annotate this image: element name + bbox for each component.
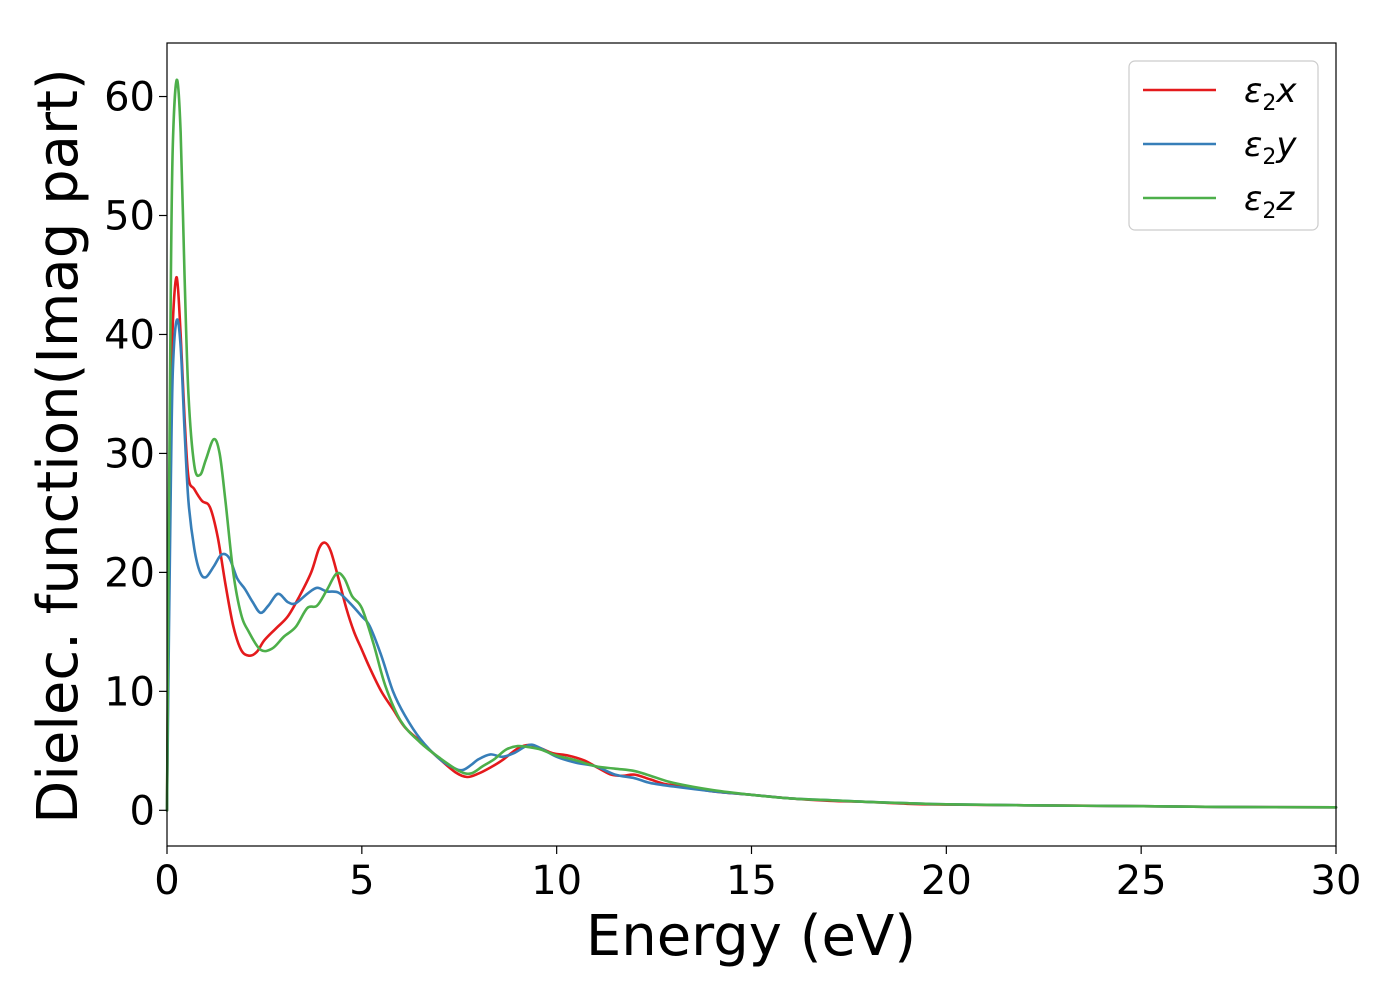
y-tick-label: 20 [104,550,155,596]
x-axis-ticks: 0 5 10 15 20 25 30 [154,846,1361,904]
legend: ε2x ε2y ε2z [1128,60,1319,231]
x-tick-label: 25 [1116,858,1167,904]
legend-box [1128,60,1319,231]
legend-label-x: ε2x [1244,71,1297,116]
legend-items: ε2x ε2y ε2z [1143,71,1297,224]
x-axis-label: Energy (eV) [586,904,916,969]
y-tick-label: 10 [104,669,155,715]
y-tick-label: 40 [104,312,155,358]
y-axis-label: Dielec. function(Imag part) [26,68,91,824]
y-tick-label: 50 [104,193,155,239]
y-tick-label: 30 [104,431,155,477]
x-tick-label: 15 [726,858,777,904]
legend-label-y: ε2y [1244,125,1297,170]
x-tick-label: 10 [531,858,582,904]
y-tick-label: 0 [130,788,155,834]
y-axis-ticks: 0 10 20 30 40 50 60 [104,75,167,834]
x-tick-label: 20 [921,858,972,904]
x-tick-label: 30 [1311,858,1362,904]
series-line-z [165,78,1338,812]
y-tick-label: 60 [104,75,155,121]
legend-label-z: ε2z [1244,179,1295,224]
x-tick-label: 5 [349,858,374,904]
x-tick-label: 0 [154,858,179,904]
plot-lines [165,78,1338,812]
